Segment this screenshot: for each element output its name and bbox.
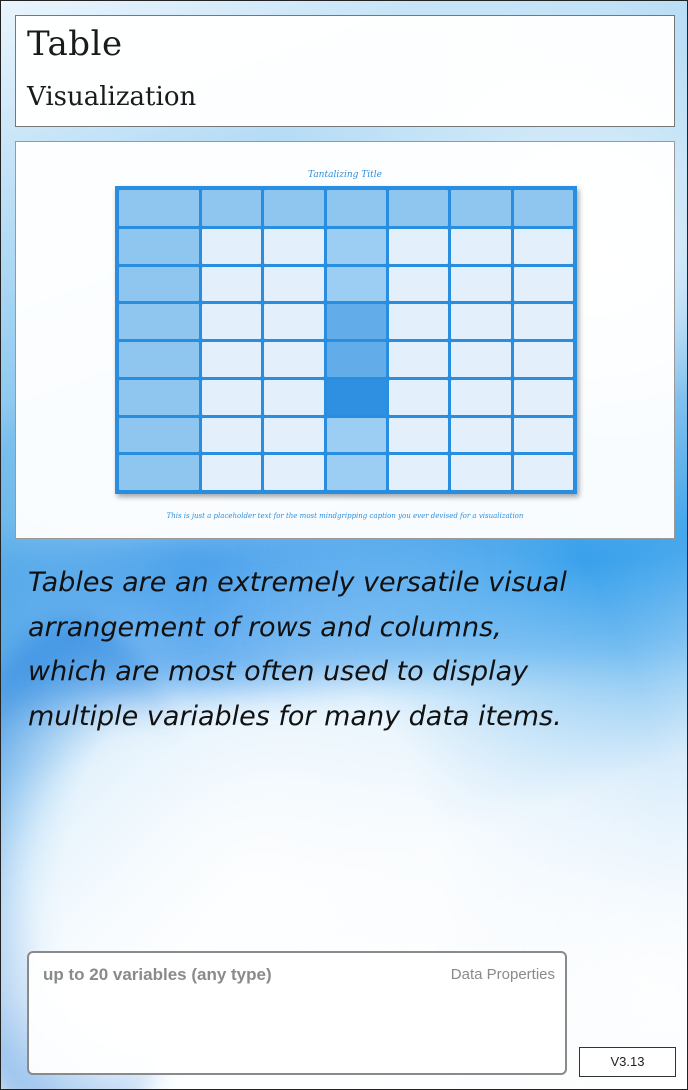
preview-caption: This is just a placeholder text for the … [166, 512, 524, 520]
table-cell [451, 229, 511, 264]
table-cell [202, 455, 262, 490]
table-cell [119, 379, 199, 415]
table-cell [202, 342, 262, 377]
table-cell [513, 342, 573, 377]
table-cell [451, 455, 511, 490]
table-cell [326, 342, 386, 377]
table-cell [119, 417, 199, 453]
table-cell [389, 304, 449, 340]
table-cell [513, 229, 573, 264]
table-cell [513, 379, 573, 415]
table-header-cell [202, 190, 262, 226]
table-cell [389, 229, 449, 264]
table-cell [264, 379, 324, 415]
table-cell [451, 379, 511, 415]
table-illustration [115, 186, 577, 494]
table-cell [264, 417, 324, 453]
preview-image: Tantalizing Title This is just a placeho… [15, 141, 675, 539]
table-cell [119, 229, 199, 264]
variables-text: up to 20 variables (any type) [43, 965, 272, 984]
table-cell [326, 455, 386, 490]
table-cell [326, 304, 386, 340]
table-cell [513, 304, 573, 340]
version-badge: V3.13 [579, 1047, 676, 1077]
table-header-cell [451, 190, 511, 226]
table-cell [389, 417, 449, 453]
table-cell [202, 417, 262, 453]
table-cell [389, 266, 449, 302]
description-text: Tables are an extremely versatile visual… [28, 567, 567, 732]
card-subtitle: Visualization [27, 82, 197, 112]
table-cell [389, 455, 449, 490]
data-properties-box: up to 20 variables (any type) Data Prope… [27, 951, 567, 1075]
table-cell [451, 342, 511, 377]
table-cell [202, 229, 262, 264]
table-cell [513, 266, 573, 302]
table-cell [202, 304, 262, 340]
table-cell [119, 455, 199, 490]
data-properties-label: Data Properties [450, 966, 555, 983]
table-cell [451, 304, 511, 340]
table-cell [389, 379, 449, 415]
table-cell [202, 266, 262, 302]
table-cell [119, 304, 199, 340]
table-header-cell [389, 190, 449, 226]
table-header-cell [119, 190, 199, 226]
table-cell [326, 379, 386, 415]
table-cell [389, 342, 449, 377]
table-header-cell [264, 190, 324, 226]
title-box: Table Visualization [15, 15, 675, 127]
table-cell [119, 266, 199, 302]
card-title: Table [27, 24, 123, 64]
table-cell [264, 342, 324, 377]
preview-title: Tantalizing Title [308, 170, 382, 180]
table-cell [202, 379, 262, 415]
table-cell [326, 417, 386, 453]
table-cell [119, 342, 199, 377]
table-cell [326, 229, 386, 264]
table-cell [513, 417, 573, 453]
table-cell [326, 266, 386, 302]
table-cell [451, 417, 511, 453]
table-cell [264, 455, 324, 490]
table-cell [264, 304, 324, 340]
table-header-cell [326, 190, 386, 226]
table-cell [451, 266, 511, 302]
table-cell [264, 229, 324, 264]
table-cell [264, 266, 324, 302]
table-cell [513, 455, 573, 490]
table-header-cell [513, 190, 573, 226]
